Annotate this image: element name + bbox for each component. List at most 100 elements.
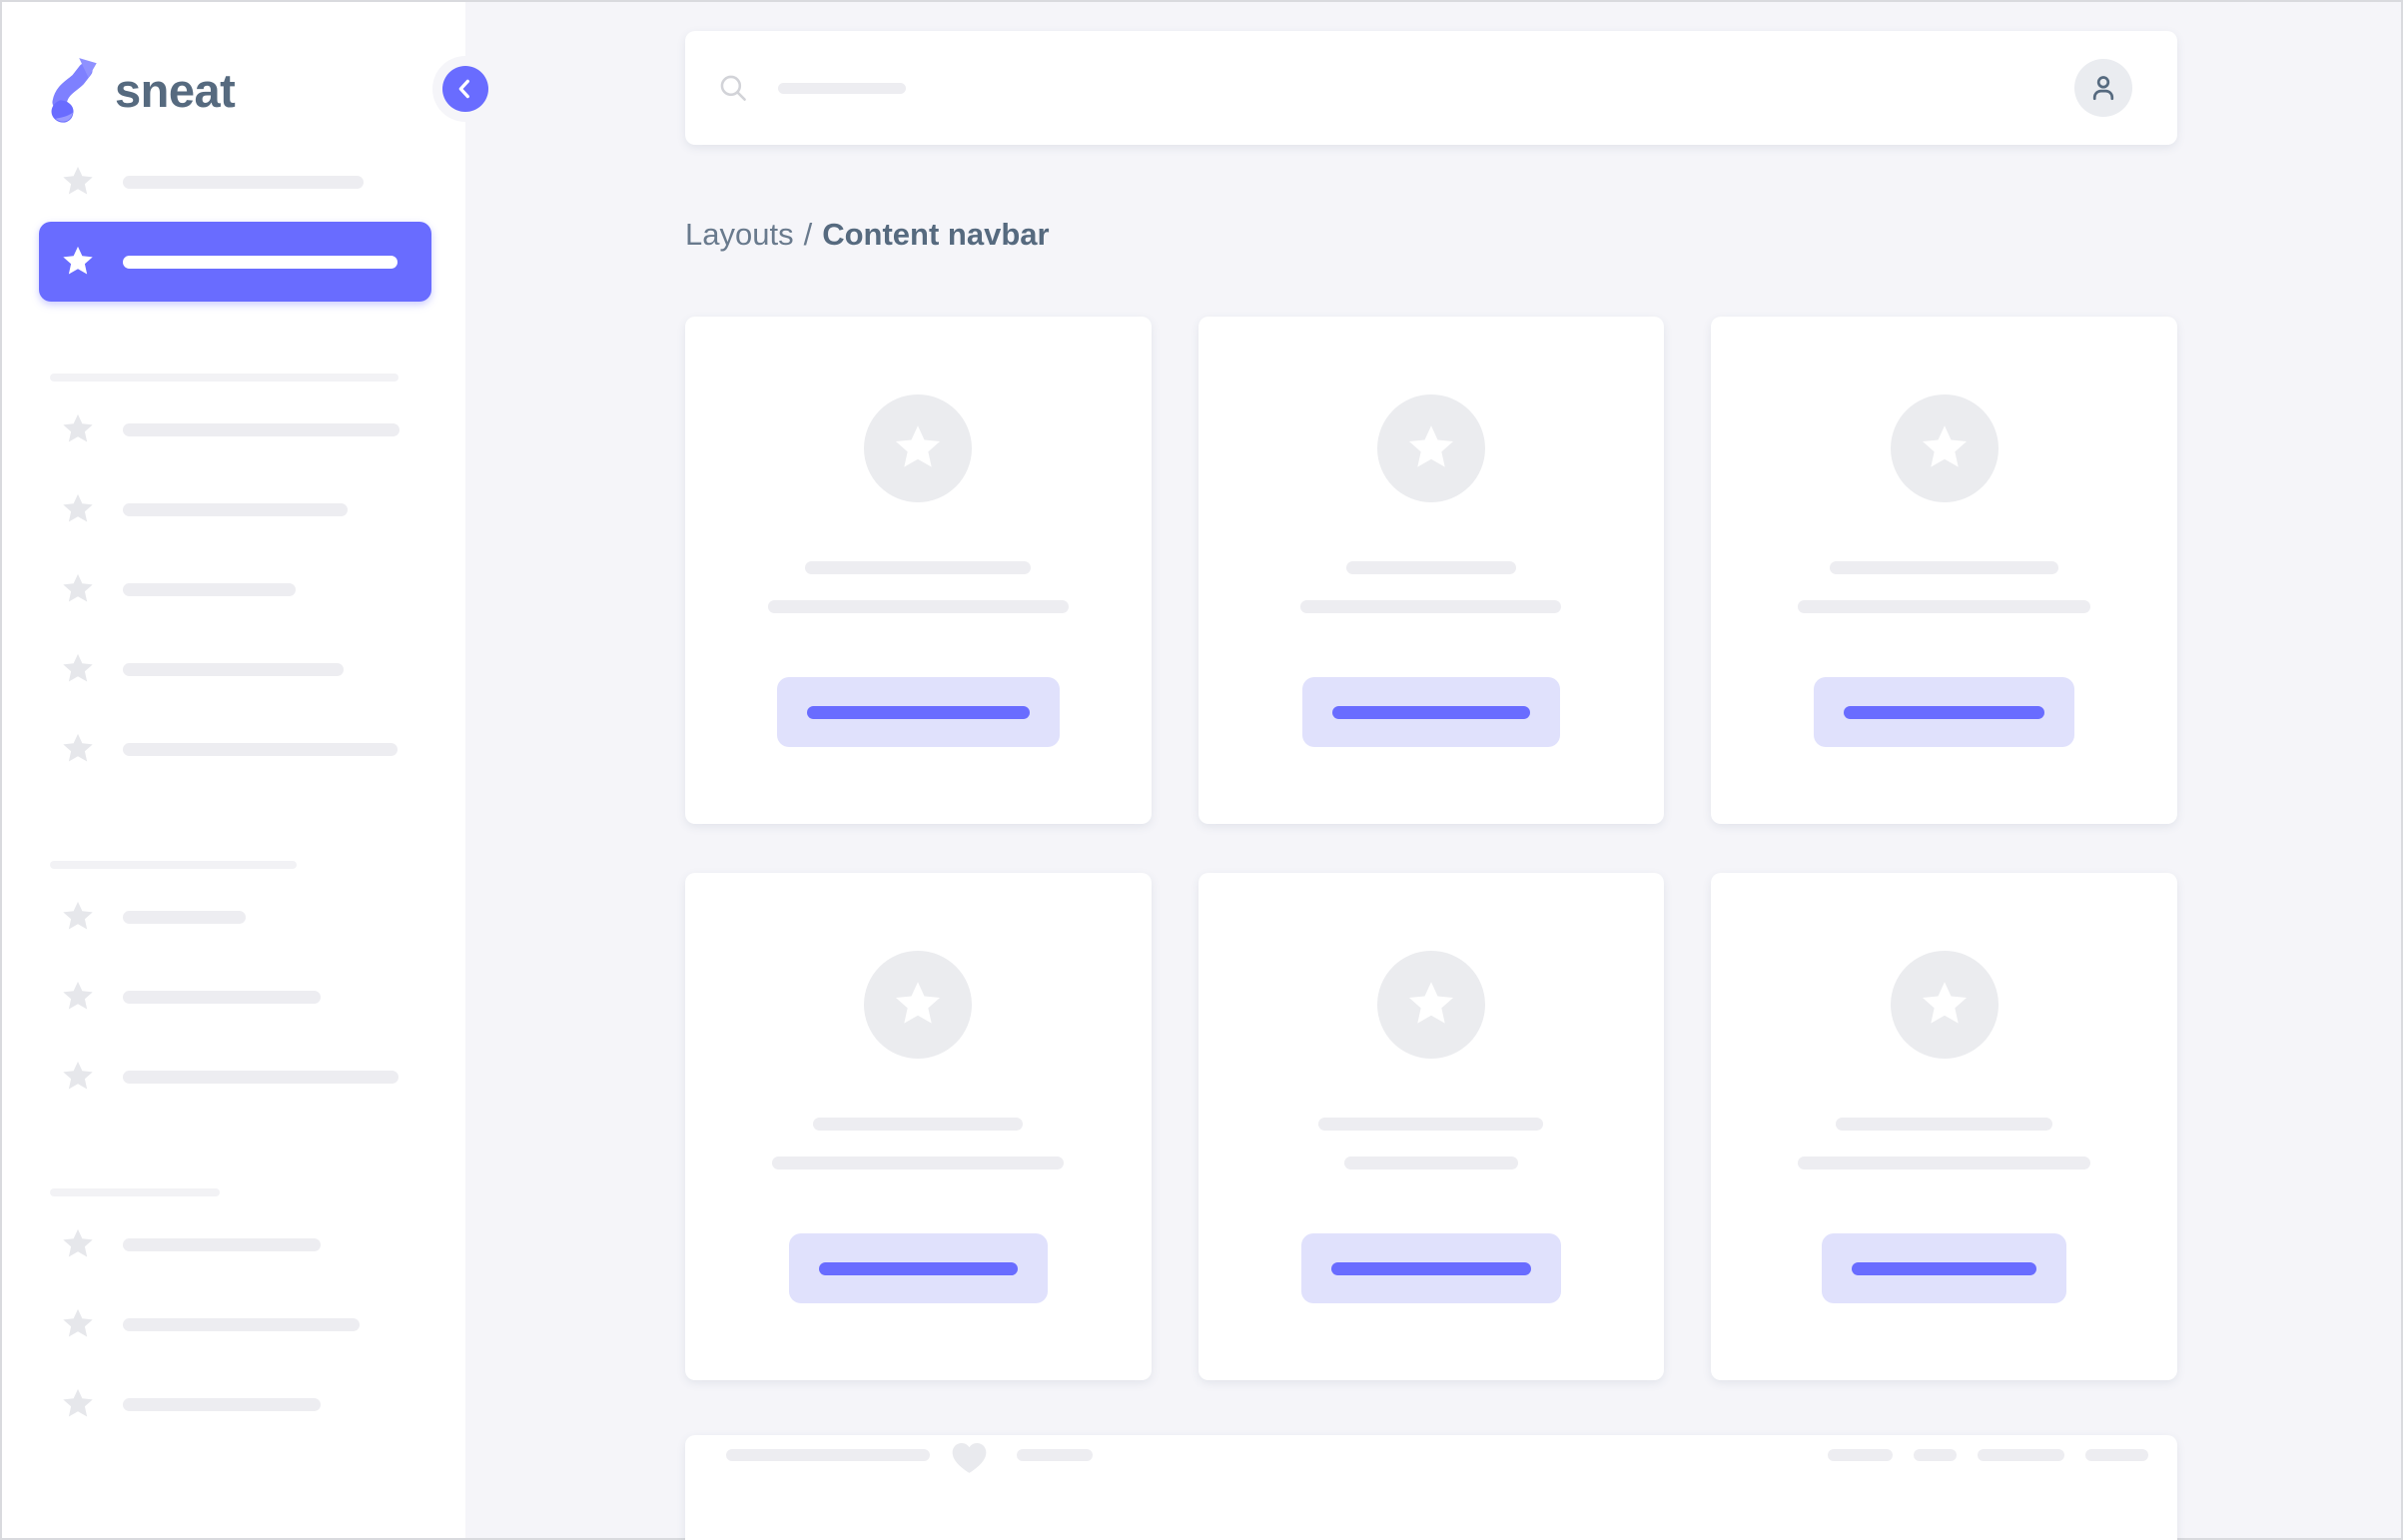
- star-icon: [63, 733, 93, 762]
- card-line-2: [1798, 600, 2091, 613]
- search-icon: [720, 75, 746, 101]
- star-icon: [63, 1061, 93, 1090]
- content-card: [1198, 873, 1665, 1380]
- star-icon: [1408, 982, 1454, 1024]
- menu-section-divider: [50, 374, 399, 382]
- star-icon: [1922, 982, 1967, 1024]
- skeleton-text-bar: [123, 175, 364, 189]
- card-button-placeholder[interactable]: [788, 1233, 1048, 1303]
- card-line-2: [767, 600, 1069, 613]
- star-icon: [63, 901, 93, 930]
- skeleton-text-bar: [123, 1070, 399, 1084]
- card-button-placeholder[interactable]: [1814, 677, 2075, 747]
- skeleton-text-bar: [123, 582, 296, 596]
- sneat-logo-icon: [51, 58, 97, 123]
- skeleton-text-bar: [1828, 1449, 1893, 1461]
- card-line-1: [1318, 1118, 1544, 1131]
- star-icon: [63, 1308, 93, 1337]
- content-card: [1198, 317, 1665, 824]
- card-line-1: [1830, 561, 2059, 574]
- sidebar-menu-item[interactable]: [39, 877, 431, 957]
- footer-left-group: [726, 1435, 1093, 1475]
- top-navbar: [685, 31, 2177, 145]
- star-icon: [63, 166, 93, 195]
- content-card: [1711, 317, 2177, 824]
- sidebar: sneat: [2, 2, 498, 1538]
- sidebar-menu-item[interactable]: [39, 222, 431, 302]
- content-card: [1711, 873, 2177, 1380]
- sidebar-menu-item[interactable]: [39, 957, 431, 1037]
- chevron-left-icon: [442, 66, 488, 112]
- card-button-bar: [818, 1261, 1018, 1275]
- skeleton-text-bar: [123, 1317, 360, 1331]
- skeleton-text-bar: [2085, 1449, 2148, 1461]
- avatar: [1890, 394, 1999, 502]
- avatar: [1376, 394, 1485, 502]
- card-button-placeholder[interactable]: [776, 677, 1060, 747]
- search-placeholder-bar: [778, 82, 906, 94]
- list-footer-card: [685, 1435, 2177, 1540]
- star-icon: [63, 246, 93, 275]
- avatar: [1890, 951, 1999, 1059]
- user-menu-button[interactable]: [2074, 59, 2132, 117]
- cards-grid: [685, 317, 2177, 1380]
- card-line-1: [805, 561, 1032, 574]
- card-button-placeholder[interactable]: [1300, 1233, 1561, 1303]
- sidebar-menu-item[interactable]: [39, 389, 431, 469]
- star-icon: [63, 981, 93, 1010]
- sidebar-menu-item[interactable]: [39, 1037, 431, 1117]
- skeleton-text-bar: [726, 1449, 930, 1461]
- sidebar-menu-item[interactable]: [39, 1364, 431, 1444]
- card-line-2: [772, 1156, 1065, 1169]
- star-icon: [63, 1388, 93, 1417]
- card-button-bar: [1852, 1261, 2037, 1275]
- sidebar-menu-item[interactable]: [39, 629, 431, 709]
- skeleton-text-bar: [123, 742, 398, 756]
- card-line-2: [1798, 1156, 2091, 1169]
- card-line-1: [813, 1118, 1024, 1131]
- avatar: [1376, 951, 1485, 1059]
- logo-text: sneat: [115, 63, 236, 117]
- skeleton-text-bar: [1978, 1449, 2064, 1461]
- card-button-bar: [1844, 705, 2045, 719]
- menu-section-divider: [50, 861, 297, 869]
- star-icon: [63, 493, 93, 522]
- search-input[interactable]: [716, 31, 2074, 145]
- card-button-placeholder[interactable]: [1822, 1233, 2067, 1303]
- breadcrumb-section[interactable]: Layouts: [685, 217, 794, 252]
- skeleton-text-bar: [123, 1237, 321, 1251]
- card-line-1: [1345, 561, 1516, 574]
- sidebar-menu-item[interactable]: [39, 709, 431, 789]
- star-icon: [63, 413, 93, 442]
- avatar: [864, 951, 973, 1059]
- card-line-2: [1343, 1156, 1518, 1169]
- star-icon: [1922, 425, 1967, 467]
- content-card: [685, 317, 1152, 824]
- star-icon: [63, 573, 93, 602]
- card-line-2: [1300, 600, 1562, 613]
- breadcrumb: Layouts / Content navbar: [685, 217, 2177, 253]
- skeleton-text-bar: [123, 662, 344, 676]
- sidebar-menu-item[interactable]: [39, 549, 431, 629]
- card-button-bar: [806, 705, 1030, 719]
- star-icon: [63, 653, 93, 682]
- sidebar-menu-item[interactable]: [39, 1284, 431, 1364]
- logo[interactable]: sneat: [2, 2, 465, 142]
- avatar: [864, 394, 973, 502]
- sidebar-menu-item[interactable]: [39, 469, 431, 549]
- sidebar-menu: [2, 142, 465, 1444]
- card-button-placeholder[interactable]: [1301, 677, 1560, 747]
- user-icon: [2092, 76, 2114, 101]
- skeleton-text-bar: [123, 255, 398, 269]
- card-button-bar: [1331, 705, 1530, 719]
- breadcrumb-current: Content navbar: [822, 217, 1050, 252]
- content-card: [685, 873, 1152, 1380]
- sidebar-menu-item[interactable]: [39, 1204, 431, 1284]
- main-content: Layouts / Content navbar: [465, 2, 2401, 1540]
- skeleton-text-bar: [123, 502, 348, 516]
- star-icon: [1408, 425, 1454, 467]
- sidebar-menu-item[interactable]: [39, 142, 431, 222]
- heart-icon[interactable]: [948, 1435, 991, 1475]
- sidebar-collapse-button[interactable]: [432, 56, 498, 122]
